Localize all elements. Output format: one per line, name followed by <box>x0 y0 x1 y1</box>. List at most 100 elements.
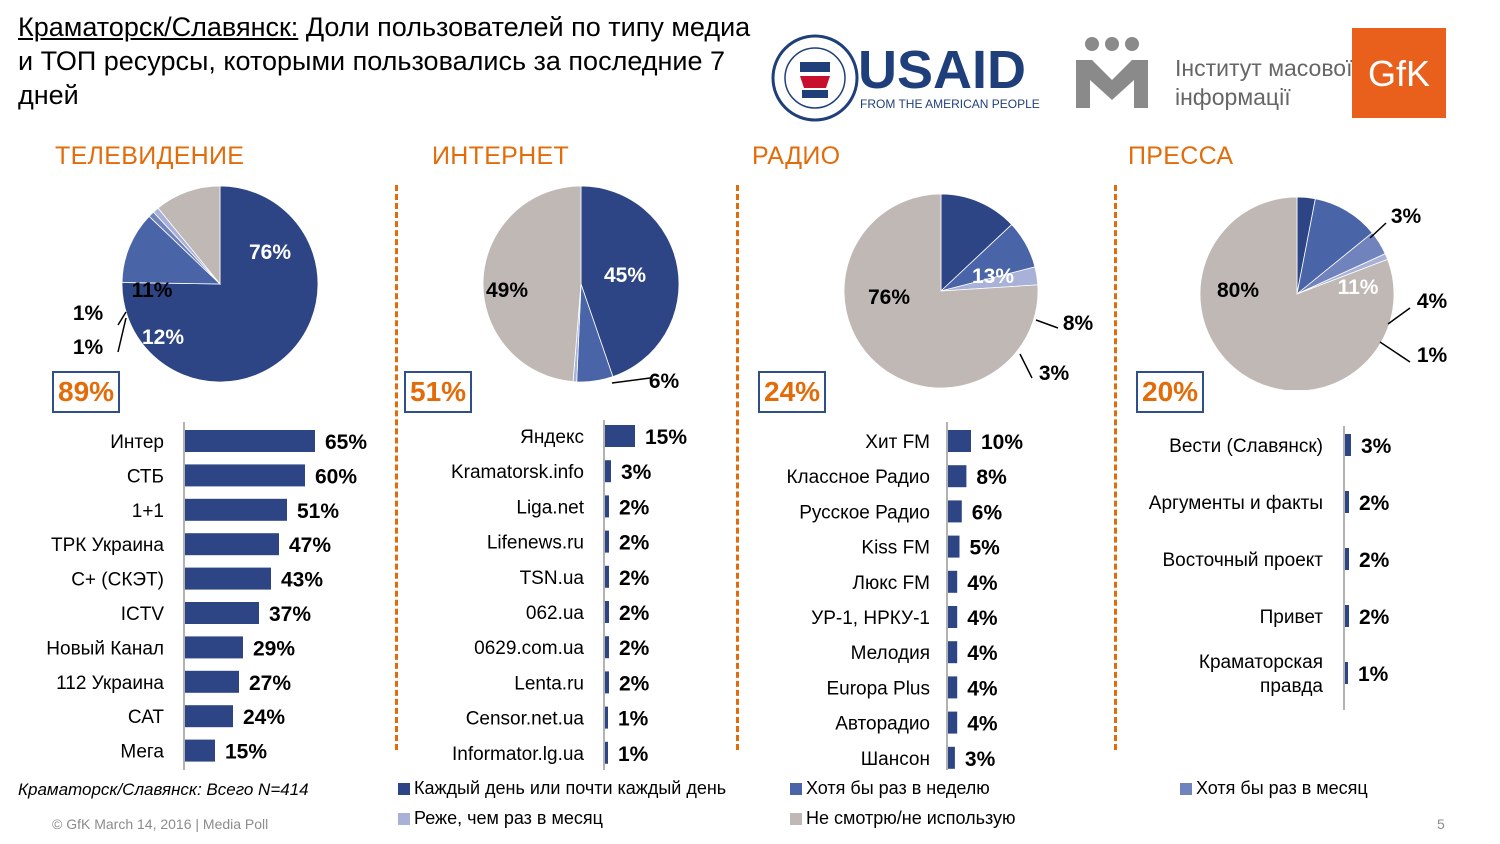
pie-leader-line <box>1379 341 1411 363</box>
pie-slice-label: 3% <box>1391 205 1422 228</box>
pie-slice-label: 45% <box>604 264 646 287</box>
bar <box>605 460 611 483</box>
legend-label-monthly: Хотя бы раз в месяц <box>1196 778 1368 798</box>
legend-label-weekly: Хотя бы раз в неделю <box>806 778 990 798</box>
bar <box>948 535 960 558</box>
bar-value-label: 2% <box>1359 549 1390 572</box>
bar-category-label: Классное Радио <box>786 467 930 488</box>
bar <box>185 705 233 728</box>
bar-value-label: 4% <box>967 607 998 630</box>
total-radio: 24% <box>758 371 827 413</box>
bar <box>605 425 635 447</box>
bar <box>605 601 609 623</box>
pie-slice-0 <box>580 185 680 378</box>
bar-value-label: 5% <box>970 537 1001 560</box>
legend-label-rarely: Реже, чем раз в месяц <box>414 808 603 828</box>
legend-swatch-daily <box>398 782 410 795</box>
legend-label-never: Не смотрю/не использую <box>806 808 1016 828</box>
bar-category-label: Kramatorsk.info <box>451 462 584 483</box>
bar-category-label: Мега <box>120 742 164 763</box>
pie-slice-4 <box>1199 196 1395 390</box>
bar-value-label: 4% <box>967 713 998 736</box>
bar-value-label: 2% <box>619 532 650 555</box>
bar-category-label: Informator.lg.ua <box>452 744 584 765</box>
pie-radio: 13% 8% 3% 76% <box>843 193 1094 389</box>
bar <box>605 565 609 588</box>
title-text: Доли пользователей по типу медиа и ТОП р… <box>18 12 751 110</box>
imi-logo-icon <box>1076 37 1148 108</box>
bars-radio: Хит FM 10% Классное Радио 8% Русское Радио 6%… <box>786 422 1023 770</box>
bar <box>948 570 958 593</box>
bar-value-label: 4% <box>967 642 998 665</box>
pie-slice-label: 4% <box>1417 290 1448 313</box>
legend-label-daily: Каждый день или почти каждый день <box>414 778 727 798</box>
bar <box>948 711 958 734</box>
bar <box>948 500 962 523</box>
bar <box>605 495 609 518</box>
bar <box>605 671 609 694</box>
bar <box>185 533 279 556</box>
bar-category-label: Censor.net.ua <box>466 709 585 730</box>
bar-category-label: СТБ <box>127 466 164 487</box>
pie-slice-label: 80% <box>1217 279 1259 302</box>
pie-slice-3 <box>482 185 582 383</box>
bar-category-label: УР-1, НРКУ-1 <box>811 608 930 629</box>
bar <box>1345 605 1349 627</box>
bar-category-label: Новый Канал <box>46 638 164 659</box>
pie-leader-line <box>1369 222 1387 239</box>
pie-slice-label: 11% <box>132 279 173 302</box>
pie-tv: 76% 12% 1% 1% 11% <box>73 185 319 383</box>
legend-item-never: Не смотрю/не использую <box>790 808 1016 829</box>
legend-item-weekly: Хотя бы раз в неделю <box>790 778 990 799</box>
imi-logo-line2: інформації <box>1175 84 1291 110</box>
legend-swatch-never <box>790 812 802 825</box>
bar <box>1345 434 1351 456</box>
bar-category-label: 112 Украина <box>56 673 164 694</box>
bar <box>185 498 287 521</box>
pie-slice-label: 3% <box>1039 362 1070 385</box>
bar-value-label: 27% <box>249 672 291 695</box>
bar-value-label: 2% <box>619 637 650 660</box>
bar <box>185 464 305 487</box>
bar-value-label: 47% <box>289 534 331 557</box>
bar-category-label: 0629.com.ua <box>474 638 584 659</box>
bar-category-label: Шансон <box>861 749 930 770</box>
bar <box>605 741 608 764</box>
usaid-logo-text: USAID <box>858 40 1026 100</box>
bar-category-label: Lenta.ru <box>514 673 584 694</box>
bar <box>605 636 609 659</box>
bar-category-label: Интер <box>110 432 164 453</box>
pie-slice-label: 13% <box>972 265 1014 288</box>
section-title-radio: РАДИО <box>752 142 841 170</box>
bar-value-label: 2% <box>1359 606 1390 629</box>
bar-category-label: TSN.ua <box>520 568 585 589</box>
pie-slice-0 <box>940 193 1013 292</box>
pie-slice-label: 6% <box>649 370 680 390</box>
bar-value-label: 65% <box>325 431 367 454</box>
bar-value-label: 1% <box>618 708 649 731</box>
bar-category-label: Авторадио <box>835 714 930 735</box>
bar <box>185 602 259 624</box>
pie-slice-label: 8% <box>1063 312 1094 335</box>
pie-slice-label: 1% <box>73 302 104 325</box>
bar-value-label: 6% <box>972 501 1003 524</box>
divider-1 <box>395 185 398 750</box>
bar-value-label: 1% <box>618 743 649 766</box>
divider-3 <box>1114 185 1117 750</box>
bar <box>185 567 271 590</box>
bar-value-label: 4% <box>967 572 998 595</box>
bar-value-label: 29% <box>253 637 295 660</box>
bar <box>948 641 958 664</box>
bar-value-label: 60% <box>315 465 357 488</box>
slide-title: Краматорск/Славянск: Доли пользователей … <box>18 10 758 112</box>
bar-category-label: 1+1 <box>132 501 164 522</box>
bar-category-label: Хит FM <box>865 432 930 453</box>
pie-slice-label: 1% <box>73 336 104 359</box>
bar-category-label: Восточный проект <box>1162 550 1323 571</box>
bar-category-label: ТРК Украина <box>51 535 164 556</box>
bar-category-label: САТ <box>128 707 164 728</box>
bar <box>185 636 243 659</box>
bar-value-label: 2% <box>619 567 650 590</box>
bar <box>948 465 967 488</box>
bar-category-label: Яндекс <box>520 427 584 448</box>
